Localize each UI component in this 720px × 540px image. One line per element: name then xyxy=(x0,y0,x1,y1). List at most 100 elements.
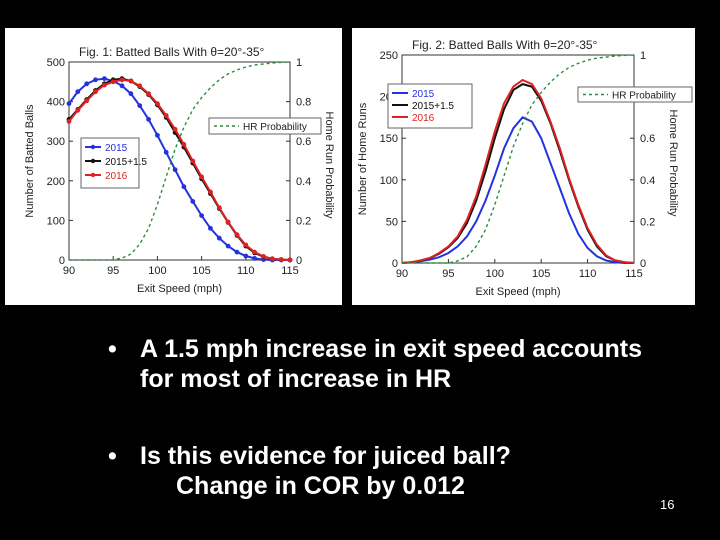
bullet-dot: • xyxy=(108,335,117,363)
x-tick-label: 110 xyxy=(237,265,255,277)
x-tick-label: 110 xyxy=(579,268,597,280)
data-point xyxy=(119,77,125,83)
y-tick-label: 0 xyxy=(392,258,398,270)
series-line xyxy=(402,54,635,264)
data-point xyxy=(93,77,98,83)
legend2-label: HR Probability xyxy=(612,91,676,102)
bullet-item: • Is this evidence for juiced ball? Chan… xyxy=(108,441,668,501)
bullet-list: • A 1.5 mph increase in exit speed accou… xyxy=(108,334,668,501)
y2-tick-label: 0.6 xyxy=(296,136,311,148)
x-tick-label: 115 xyxy=(281,265,299,277)
data-point xyxy=(278,257,284,262)
data-point xyxy=(225,219,231,225)
x-tick-label: 95 xyxy=(442,268,454,280)
x-tick-label: 90 xyxy=(396,268,408,280)
data-point xyxy=(225,243,231,249)
y-tick-label: 500 xyxy=(47,57,65,69)
data-point xyxy=(102,82,107,88)
data-point xyxy=(93,89,98,95)
x-tick-label: 90 xyxy=(63,265,75,277)
y-tick-label: 50 xyxy=(386,216,398,228)
chart-title: Fig. 2: Batted Balls With θ=20°-35° xyxy=(412,38,598,52)
legend2-box xyxy=(577,86,693,103)
x-tick-label: 115 xyxy=(625,268,643,280)
plot-frame xyxy=(68,61,291,261)
data-point xyxy=(252,256,257,261)
data-point xyxy=(75,89,81,95)
data-point xyxy=(190,158,196,164)
data-point xyxy=(243,253,249,259)
y2-tick-label: 0 xyxy=(296,255,302,267)
legend-label: 2015 xyxy=(105,143,128,154)
data-point xyxy=(287,257,293,263)
x-axis-label: Exit Speed (mph) xyxy=(137,283,222,295)
data-point xyxy=(216,235,222,241)
data-point xyxy=(84,98,90,104)
x-tick-label: 100 xyxy=(486,268,504,280)
y2-tick-label: 1 xyxy=(640,50,646,62)
data-point xyxy=(137,83,143,89)
y2-tick-label: 0.4 xyxy=(640,175,655,187)
data-point xyxy=(75,107,81,113)
data-point xyxy=(181,142,187,147)
x-tick-label: 95 xyxy=(107,265,119,277)
legend-marker xyxy=(90,172,96,178)
legend-label: 2015 xyxy=(412,89,435,100)
figure-1-chart: Fig. 1: Batted Balls With θ=20°-35° 90 95 1… xyxy=(24,45,335,295)
x-axis-label: Exit Speed (mph) xyxy=(476,286,561,298)
data-point xyxy=(84,81,90,87)
data-point xyxy=(155,101,160,106)
legend-marker xyxy=(90,144,96,150)
data-point xyxy=(146,117,152,122)
data-point xyxy=(119,83,125,89)
bullet-subtext: Change in COR by 0.012 xyxy=(176,472,465,500)
x-tick-label: 105 xyxy=(192,265,210,277)
y-tick-label: 100 xyxy=(380,175,398,187)
series-line xyxy=(401,116,634,264)
series-line xyxy=(401,78,635,264)
data-point xyxy=(252,249,257,255)
data-point xyxy=(137,103,143,108)
data-point xyxy=(146,91,152,97)
bullet-text: Is this evidence for juiced ball? xyxy=(140,442,511,470)
data-point xyxy=(128,78,134,84)
data-point xyxy=(66,101,72,106)
data-point xyxy=(199,213,205,219)
data-point xyxy=(163,113,169,118)
data-point xyxy=(102,76,107,81)
figure-2-panel: Fig. 2: Batted Balls With θ=20°-35° 90 95 1… xyxy=(352,28,695,305)
y-tick-label: 0 xyxy=(59,255,65,267)
figure-2-chart: Fig. 2: Batted Balls With θ=20°-35° 90 95 1… xyxy=(357,38,693,298)
data-point xyxy=(190,199,196,204)
y2-tick-label: 0.2 xyxy=(640,216,655,228)
y2-tick-label: 0 xyxy=(640,258,646,270)
chart-title: Fig. 1: Batted Balls With θ=20°-35° xyxy=(79,45,265,59)
data-point xyxy=(243,242,249,248)
figure-1-panel: Fig. 1: Batted Balls With θ=20°-35° 90 95 1… xyxy=(5,28,342,305)
plot-frame xyxy=(401,54,635,264)
data-point xyxy=(208,225,213,231)
data-point xyxy=(110,79,116,85)
data-point xyxy=(163,149,169,155)
data-point xyxy=(208,189,213,195)
legend-marker xyxy=(90,158,96,164)
bullet-text: A 1.5 mph increase in exit speed account… xyxy=(140,335,643,393)
data-point xyxy=(234,232,240,238)
y2-axis-label: Home Run Probability xyxy=(323,112,335,219)
y-tick-label: 200 xyxy=(47,176,65,188)
y2-tick-label: 0.8 xyxy=(296,97,311,109)
legend-label: 2016 xyxy=(412,113,435,124)
y-tick-label: 150 xyxy=(380,133,398,145)
bullet-item: • A 1.5 mph increase in exit speed accou… xyxy=(108,334,668,394)
y-axis-label: Number of Home Runs xyxy=(357,102,369,215)
data-point xyxy=(172,126,178,132)
y2-tick-label: 0.6 xyxy=(640,133,655,145)
data-point xyxy=(269,256,275,262)
legend-label: 2015+1.5 xyxy=(105,157,147,168)
y2-tick-label: 0.4 xyxy=(296,176,311,188)
y-tick-label: 250 xyxy=(380,50,398,62)
data-point xyxy=(172,167,178,173)
data-point xyxy=(216,205,222,211)
y-tick-label: 300 xyxy=(47,136,65,148)
legend2-label: HR Probability xyxy=(243,122,307,133)
